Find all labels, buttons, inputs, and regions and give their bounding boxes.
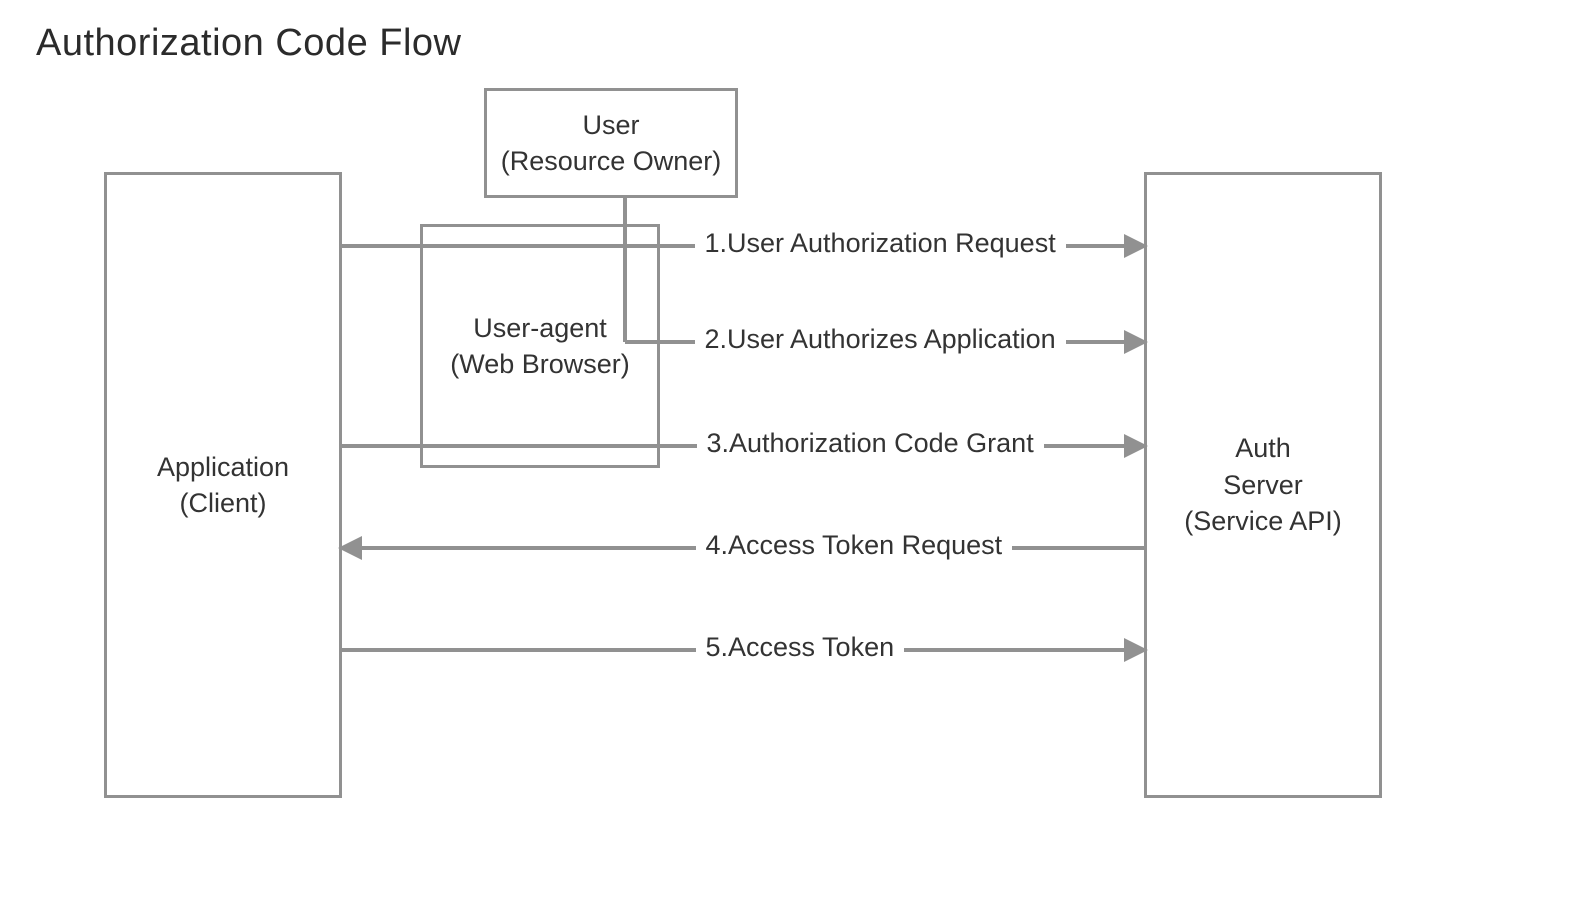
box-application: Application (Client) xyxy=(104,172,342,798)
box-user: User (Resource Owner) xyxy=(484,88,738,198)
box-auth-server-label: Auth Server (Service API) xyxy=(1184,430,1342,539)
flow-label-step2: 2.User Authorizes Application xyxy=(695,324,1066,355)
box-user-label: User (Resource Owner) xyxy=(501,107,722,180)
flow-label-step5: 5.Access Token xyxy=(696,632,905,663)
flow-label-step3: 3.Authorization Code Grant xyxy=(697,428,1044,459)
flow-label-step1: 1.User Authorization Request xyxy=(695,228,1066,259)
flow-label-step4: 4.Access Token Request xyxy=(696,530,1013,561)
diagram-title: Authorization Code Flow xyxy=(36,22,462,65)
box-user-agent: User-agent (Web Browser) xyxy=(420,224,660,468)
box-application-label: Application (Client) xyxy=(157,449,289,522)
box-user-agent-label: User-agent (Web Browser) xyxy=(450,310,630,383)
box-auth-server: Auth Server (Service API) xyxy=(1144,172,1382,798)
diagram-canvas: Authorization Code Flow Application (Cli… xyxy=(0,0,1574,902)
